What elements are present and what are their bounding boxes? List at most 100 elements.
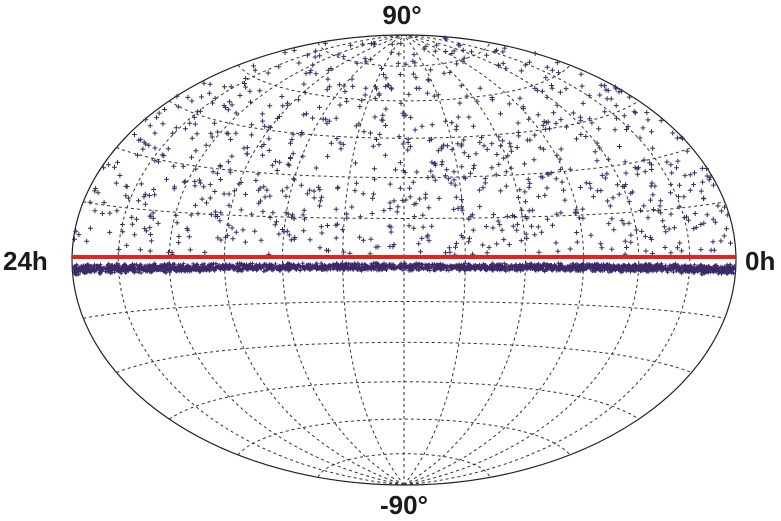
source-marker: [490, 225, 496, 231]
source-marker: [498, 188, 504, 194]
source-marker: [691, 270, 696, 275]
source-marker: [617, 144, 622, 149]
meridian-line: [403, 34, 466, 486]
source-marker: [426, 238, 432, 244]
source-marker: [373, 244, 379, 250]
source-marker: [459, 266, 464, 271]
source-marker: [181, 261, 186, 266]
source-marker: [192, 202, 198, 208]
source-marker: [286, 232, 292, 238]
source-marker: [655, 265, 660, 270]
source-marker: [374, 137, 379, 142]
source-marker: [599, 172, 605, 178]
source-marker: [459, 204, 465, 210]
source-marker: [526, 184, 532, 190]
source-marker: [146, 193, 152, 198]
source-marker: [461, 137, 467, 143]
source-marker: [664, 159, 670, 165]
source-marker: [707, 174, 713, 180]
source-marker: [554, 152, 560, 158]
source-marker: [624, 245, 629, 250]
source-marker: [383, 266, 387, 271]
source-marker: [266, 265, 271, 270]
source-marker: [455, 114, 461, 120]
source-marker: [346, 261, 351, 266]
source-marker: [288, 237, 294, 243]
source-marker: [508, 144, 514, 150]
source-marker: [235, 269, 240, 274]
source-marker: [530, 267, 535, 272]
source-marker: [284, 185, 290, 191]
source-marker: [226, 264, 230, 269]
source-marker: [162, 107, 168, 112]
source-marker: [198, 266, 203, 270]
source-marker: [455, 205, 461, 211]
source-marker: [494, 47, 499, 53]
source-marker: [586, 93, 592, 99]
source-marker: [262, 123, 268, 129]
source-marker: [335, 52, 341, 58]
source-marker: [211, 265, 215, 270]
source-marker: [672, 263, 677, 268]
source-marker: [372, 176, 378, 182]
source-marker: [302, 89, 308, 95]
source-marker: [373, 84, 378, 90]
source-marker: [369, 267, 374, 272]
source-marker: [259, 144, 265, 149]
source-marker: [325, 268, 329, 273]
source-marker: [407, 194, 413, 200]
source-marker: [435, 92, 441, 98]
source-marker: [548, 170, 554, 176]
source-marker: [189, 135, 195, 141]
source-marker: [152, 192, 158, 198]
source-marker: [489, 165, 495, 171]
source-marker: [267, 103, 273, 109]
source-marker: [217, 164, 223, 170]
source-marker: [319, 230, 325, 236]
source-marker: [412, 127, 418, 133]
source-marker: [214, 170, 220, 176]
source-marker: [93, 268, 98, 273]
source-marker: [262, 194, 268, 200]
source-marker: [494, 241, 500, 247]
source-marker: [227, 262, 232, 267]
source-marker: [205, 267, 210, 272]
source-marker: [503, 169, 509, 175]
source-marker: [225, 107, 231, 113]
source-marker: [554, 102, 560, 108]
source-marker: [579, 83, 585, 89]
source-marker: [215, 265, 220, 269]
source-marker: [441, 142, 447, 148]
source-marker: [603, 87, 609, 93]
source-marker: [267, 193, 273, 199]
source-marker: [573, 262, 578, 267]
source-marker: [95, 263, 100, 268]
source-marker: [517, 95, 523, 101]
source-marker: [642, 169, 648, 175]
source-marker: [277, 268, 282, 273]
source-marker: [132, 232, 138, 238]
source-marker: [645, 269, 650, 274]
source-marker: [411, 225, 417, 231]
source-marker: [679, 263, 684, 268]
source-marker: [556, 70, 561, 76]
source-marker: [540, 174, 546, 180]
source-marker: [181, 265, 186, 270]
source-marker: [318, 224, 324, 230]
source-marker: [310, 62, 316, 68]
source-marker: [233, 110, 239, 116]
source-marker: [416, 262, 421, 267]
source-marker: [288, 140, 293, 146]
source-marker: [484, 146, 490, 152]
source-marker: [463, 264, 468, 269]
source-marker: [72, 236, 77, 242]
source-marker: [510, 223, 516, 229]
source-marker: [559, 264, 564, 269]
source-marker: [301, 228, 307, 234]
source-marker: [532, 232, 538, 238]
source-marker: [325, 223, 330, 228]
source-marker: [460, 59, 466, 65]
source-marker: [414, 261, 419, 266]
source-marker: [207, 182, 213, 188]
source-marker: [353, 160, 358, 166]
